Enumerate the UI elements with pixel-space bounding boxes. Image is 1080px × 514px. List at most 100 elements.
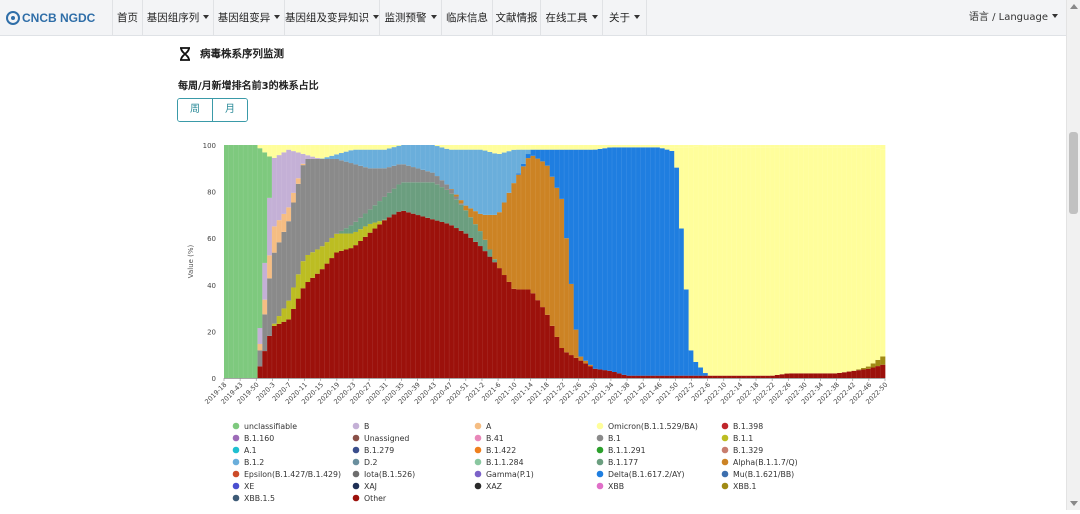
scroll-down-icon[interactable]: [1070, 501, 1078, 506]
stack-segment: [669, 147, 674, 151]
stack-segment: [550, 150, 555, 177]
stack-segment: [818, 147, 823, 373]
stack-segment: [416, 168, 421, 182]
scroll-up-icon[interactable]: [1070, 4, 1078, 9]
stack-segment: [468, 150, 473, 209]
stack-segment: [741, 147, 746, 375]
week-button[interactable]: 周: [178, 99, 212, 121]
stack-segment: [406, 182, 411, 212]
legend-item-label: B.1.1: [733, 434, 753, 443]
nav-item-2[interactable]: 基因组序列: [143, 0, 214, 36]
stack-segment: [641, 376, 646, 378]
nav-item-4[interactable]: 基因组及变异知识: [285, 0, 380, 36]
stack-segment: [555, 337, 560, 378]
stack-segment: [818, 373, 823, 378]
stack-segment: [358, 145, 363, 150]
stack-segment: [708, 145, 713, 375]
stack-segment: [818, 145, 823, 147]
stack-segment: [291, 287, 296, 309]
stack-segment: [339, 153, 344, 160]
stack-segment: [808, 145, 813, 147]
stack-segment: [296, 299, 301, 378]
stack-segment: [588, 366, 593, 378]
stack-segment: [277, 316, 282, 324]
stack-segment: [698, 145, 703, 146]
stack-segment: [339, 251, 344, 378]
stack-segment: [746, 376, 751, 378]
stack-segment: [430, 219, 435, 378]
stack-segment: [449, 145, 454, 150]
legend-item-label: XBB: [608, 482, 624, 491]
stack-segment: [492, 215, 497, 259]
stack-segment: [511, 183, 516, 289]
stack-segment: [425, 182, 430, 218]
stack-segment: [511, 145, 516, 150]
stack-segment: [454, 195, 459, 197]
stack-segment: [483, 240, 488, 251]
legend-swatch: [353, 423, 360, 430]
stack-segment: [689, 376, 694, 378]
stack-segment: [713, 146, 718, 376]
legend-item-label: B.1.422: [486, 446, 516, 455]
nav-item-6[interactable]: 临床信息: [442, 0, 493, 36]
stack-segment: [856, 370, 861, 378]
month-button[interactable]: 月: [212, 99, 247, 121]
stack-segment: [344, 250, 349, 379]
stack-segment: [655, 145, 660, 147]
cncb-ngdc-logo[interactable]: CNCB NGDC: [6, 9, 95, 27]
stack-segment: [420, 182, 425, 216]
legend-item-label: B.1.177: [608, 458, 638, 467]
language-selector[interactable]: 语言 / Language: [969, 0, 1058, 36]
stack-segment: [799, 145, 804, 147]
stack-segment: [440, 145, 445, 147]
nav-item-label: 基因组序列: [147, 12, 200, 24]
stack-segment: [669, 151, 674, 376]
stack-segment: [612, 372, 617, 378]
top-navbar: CNCB NGDC 首页基因组序列 基因组变异基因组及变异知识监测预警临床信息文献…: [0, 0, 1080, 36]
stack-segment: [583, 150, 588, 361]
stack-segment: [487, 145, 492, 152]
stack-segment: [473, 145, 478, 150]
stack-segment: [866, 147, 871, 366]
stack-segment: [325, 264, 330, 378]
stack-segment: [291, 145, 296, 151]
stack-segment: [401, 145, 406, 164]
stack-segment: [286, 221, 291, 300]
stack-segment: [713, 376, 718, 378]
stack-segment: [497, 212, 502, 268]
stack-segment: [387, 149, 392, 168]
stack-segment: [545, 145, 550, 150]
stack-segment: [262, 351, 267, 378]
stack-segment: [372, 223, 377, 229]
stack-segment: [483, 215, 488, 240]
stack-segment: [272, 226, 277, 252]
nav-item-5[interactable]: 监测预警: [380, 0, 442, 36]
stack-segment: [866, 369, 871, 378]
stack-segment: [569, 355, 574, 378]
nav-item-8[interactable]: 在线工具: [541, 0, 603, 36]
stack-segment: [646, 145, 651, 147]
stack-segment: [387, 167, 392, 193]
stack-segment: [387, 193, 392, 217]
stack-segment: [281, 232, 286, 309]
stack-segment: [262, 314, 267, 351]
chevron-down-icon: [431, 15, 437, 19]
stack-segment: [760, 147, 765, 375]
legend-item-label: XAJ: [364, 482, 377, 491]
nav-item-9[interactable]: 关于: [603, 0, 647, 36]
legend-swatch: [353, 483, 360, 490]
stack-segment: [344, 162, 349, 229]
stack-segment: [487, 257, 492, 378]
page-scrollbar[interactable]: [1066, 0, 1080, 510]
legend-swatch: [353, 435, 360, 442]
scroll-thumb[interactable]: [1069, 132, 1078, 214]
stack-segment: [353, 145, 358, 150]
stack-segment: [382, 197, 387, 220]
stack-segment: [478, 150, 483, 214]
nav-item-7[interactable]: 文献情报: [493, 0, 541, 36]
nav-item-3[interactable]: 基因组变异: [214, 0, 285, 36]
stack-segment: [574, 150, 579, 330]
stack-segment: [751, 145, 756, 147]
nav-item-1[interactable]: 首页: [112, 0, 143, 36]
stack-segment: [272, 326, 277, 378]
